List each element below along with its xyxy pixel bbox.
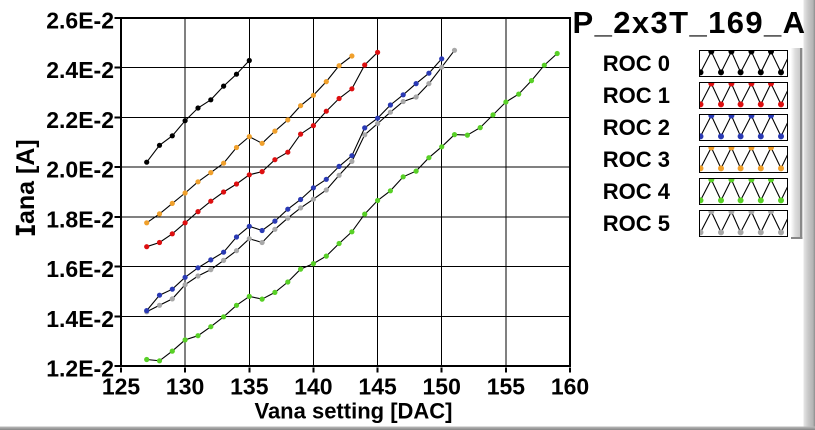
svg-text:145: 145 <box>358 374 397 400</box>
svg-text:1.4E-2: 1.4E-2 <box>46 306 114 332</box>
svg-text:2.6E-2: 2.6E-2 <box>46 8 114 34</box>
svg-text:155: 155 <box>487 374 526 400</box>
svg-text:Vana setting [DAC]: Vana setting [DAC] <box>254 399 452 424</box>
svg-text:1.8E-2: 1.8E-2 <box>46 206 114 232</box>
svg-text:140: 140 <box>294 374 332 400</box>
svg-text:ana [A]: ana [A] <box>12 139 40 224</box>
svg-text:2.0E-2: 2.0E-2 <box>46 157 114 183</box>
svg-text:ROC 0: ROC 0 <box>603 51 670 76</box>
svg-text:ROC 2: ROC 2 <box>603 115 670 140</box>
svg-text:150: 150 <box>423 374 461 400</box>
svg-text:125: 125 <box>102 374 141 400</box>
svg-text:ROC 3: ROC 3 <box>603 147 670 172</box>
svg-text:ROC 4: ROC 4 <box>603 179 671 204</box>
svg-text:ROC 1: ROC 1 <box>603 83 670 108</box>
svg-text:1.2E-2: 1.2E-2 <box>46 356 114 382</box>
svg-text:2.2E-2: 2.2E-2 <box>46 107 114 133</box>
svg-text:2.4E-2: 2.4E-2 <box>46 57 114 83</box>
svg-text:160: 160 <box>551 374 589 400</box>
svg-text:1.6E-2: 1.6E-2 <box>46 256 114 282</box>
svg-text:ROC 5: ROC 5 <box>603 211 670 236</box>
svg-text:135: 135 <box>230 374 269 400</box>
svg-text:P_2x3T_169_A: P_2x3T_169_A <box>573 5 807 40</box>
svg-text:130: 130 <box>166 374 204 400</box>
